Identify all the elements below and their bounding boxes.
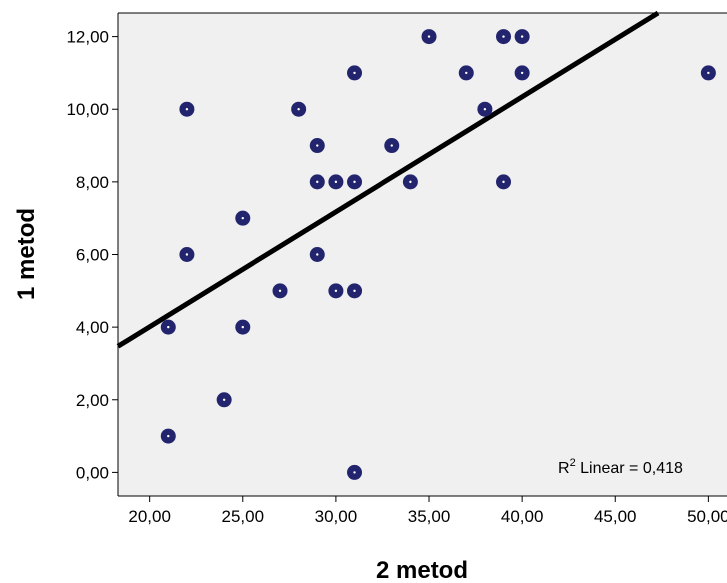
data-point-center: [185, 253, 189, 256]
x-axis-ticks: 20,00 25,00 30,00 35,00 40,00 45,00 50,00: [128, 496, 727, 526]
y-tick-label: 12,00: [66, 28, 109, 47]
x-tick-label: 35,00: [408, 507, 451, 526]
data-point-center: [316, 180, 319, 184]
data-point: [160, 428, 176, 444]
data-point-center: [502, 180, 505, 184]
x-tick-label: 30,00: [315, 507, 358, 526]
data-point: [421, 29, 437, 45]
data-point: [458, 65, 474, 81]
data-point-center: [316, 253, 319, 256]
x-tick-label: 20,00: [128, 507, 171, 526]
data-point-center: [520, 71, 524, 75]
data-point-center: [353, 71, 356, 75]
r2-label-suffix: Linear = 0,418: [576, 460, 683, 477]
data-point-center: [241, 325, 244, 329]
data-point-center: [390, 144, 393, 147]
data-point: [179, 101, 195, 117]
data-point: [496, 174, 512, 190]
y-tick-label: 2,00: [76, 391, 109, 410]
y-axis-ticks: 0,00 2,00 4,00 6,00 8,00 10,00 12,00: [66, 28, 118, 482]
data-point-center: [465, 71, 468, 75]
x-axis-title: 2 metod: [376, 557, 468, 583]
data-point: [309, 138, 325, 154]
data-point: [272, 283, 288, 299]
data-point: [160, 319, 176, 335]
data-point-center: [483, 108, 487, 111]
data-point-center: [167, 434, 170, 438]
y-axis-title: 1 metod: [13, 208, 40, 300]
x-tick-label: 25,00: [222, 507, 265, 526]
data-point-center: [241, 216, 244, 220]
data-point-center: [278, 289, 282, 293]
x-tick-label: 40,00: [501, 507, 544, 526]
data-point: [291, 101, 307, 117]
data-point-center: [502, 35, 505, 38]
data-point-center: [353, 471, 356, 474]
data-point: [384, 138, 400, 154]
x-tick-label: 45,00: [594, 507, 637, 526]
data-point-center: [334, 180, 338, 184]
data-point: [328, 283, 344, 299]
data-point-center: [316, 144, 319, 147]
data-point-center: [334, 289, 338, 293]
r2-label-prefix: R: [558, 460, 570, 477]
r2-label: R2 Linear = 0,418: [558, 457, 683, 477]
r2-label-sup: 2: [570, 457, 576, 469]
data-point: [309, 174, 325, 190]
data-point-center: [222, 398, 226, 401]
y-tick-label: 10,00: [66, 100, 109, 119]
data-point: [347, 283, 363, 299]
data-point: [514, 65, 530, 81]
data-point: [328, 174, 344, 190]
regression-line: [116, 10, 660, 349]
data-point: [700, 65, 716, 81]
data-point-center: [185, 108, 189, 111]
data-point-center: [427, 35, 431, 38]
data-point-center: [353, 289, 356, 293]
data-point-center: [520, 35, 524, 38]
data-point: [347, 65, 363, 81]
data-point-center: [297, 108, 300, 111]
x-tick-label: 50,00: [687, 507, 727, 526]
data-point: [347, 464, 363, 480]
data-point: [216, 392, 232, 408]
data-point: [235, 210, 251, 226]
data-point: [347, 174, 363, 190]
data-point-center: [409, 180, 412, 184]
y-tick-label: 4,00: [76, 318, 109, 337]
data-point: [514, 29, 530, 45]
data-point-center: [707, 71, 710, 75]
data-point: [477, 101, 493, 117]
data-point-center: [353, 180, 356, 184]
data-point: [309, 247, 325, 262]
fit-line-layer: [116, 10, 660, 349]
data-point: [496, 29, 512, 45]
y-tick-label: 8,00: [76, 173, 109, 192]
y-tick-label: 0,00: [76, 463, 109, 482]
data-point: [235, 319, 251, 335]
y-tick-label: 6,00: [76, 246, 109, 265]
data-point-center: [167, 325, 170, 329]
data-points: [160, 29, 716, 480]
data-point: [179, 247, 195, 262]
data-point: [402, 174, 418, 190]
plot-area: [118, 13, 727, 496]
